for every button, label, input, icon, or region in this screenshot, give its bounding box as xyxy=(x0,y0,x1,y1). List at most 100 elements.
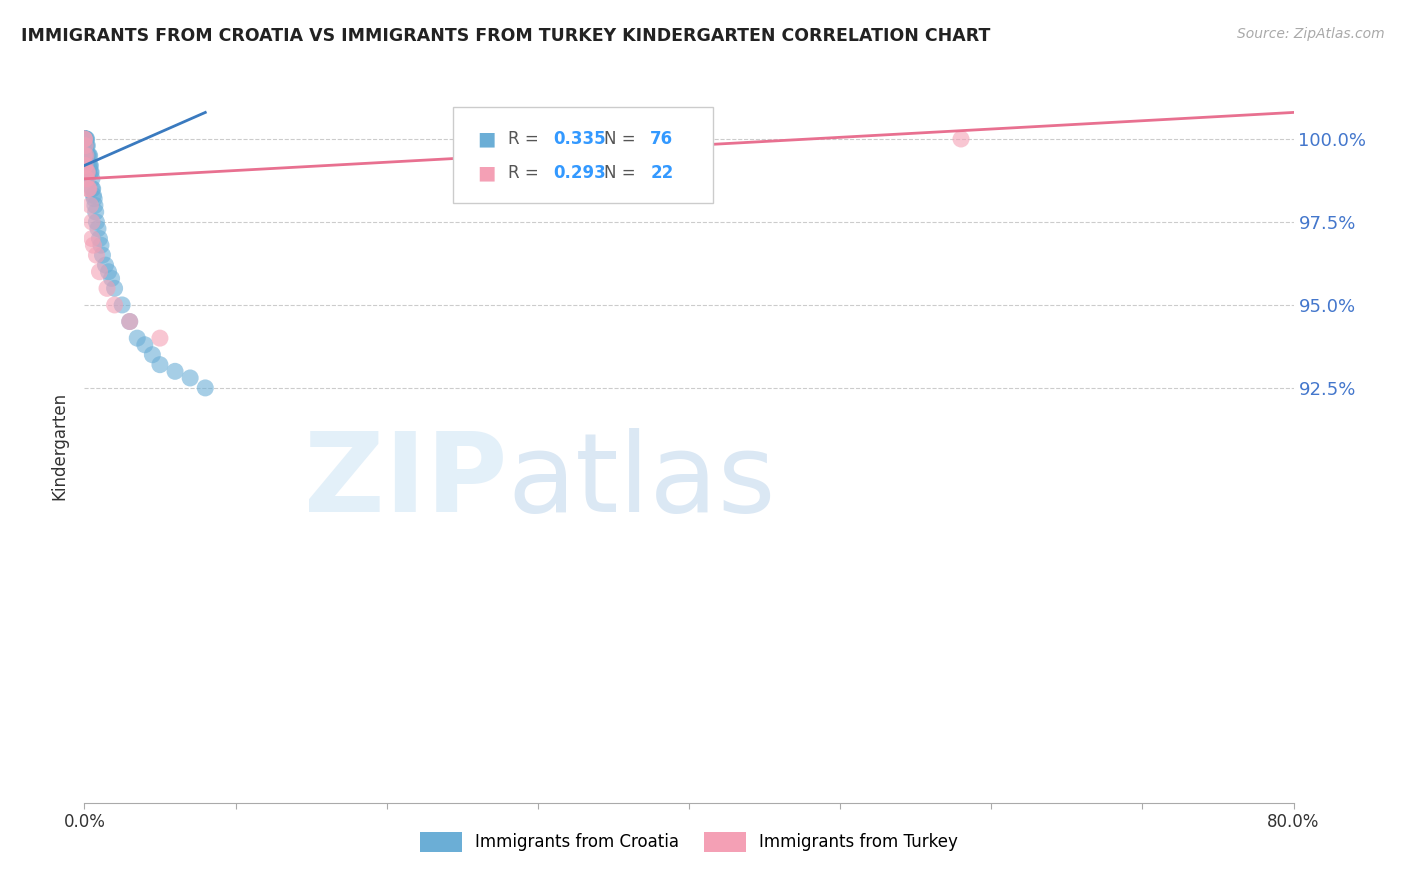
Point xyxy=(77,148,100,162)
Text: N =: N = xyxy=(605,130,641,148)
Point xyxy=(79,165,101,179)
Point xyxy=(127,331,149,345)
Point xyxy=(89,265,111,279)
Point xyxy=(96,281,118,295)
Point xyxy=(86,248,108,262)
Point xyxy=(76,165,98,179)
Point xyxy=(79,198,101,212)
Point xyxy=(75,138,97,153)
Point xyxy=(76,148,98,162)
Point xyxy=(134,338,156,352)
Text: 0.293: 0.293 xyxy=(554,164,606,182)
Point xyxy=(89,231,111,245)
Point xyxy=(84,205,107,219)
Point xyxy=(80,215,103,229)
Point xyxy=(76,159,98,173)
Point xyxy=(84,198,107,212)
Point xyxy=(73,132,96,146)
Point xyxy=(76,138,98,153)
Point xyxy=(76,132,98,146)
Point xyxy=(77,165,100,179)
Point xyxy=(73,132,96,146)
Point xyxy=(87,221,110,235)
Point xyxy=(80,231,103,245)
Point xyxy=(194,381,217,395)
Point xyxy=(149,331,172,345)
Point xyxy=(75,165,97,179)
Point xyxy=(73,132,96,146)
Point xyxy=(73,148,96,162)
Point xyxy=(75,148,97,162)
Point xyxy=(75,171,97,186)
Text: atlas: atlas xyxy=(508,428,776,535)
Point xyxy=(149,358,172,372)
Text: ■: ■ xyxy=(478,129,496,149)
Point xyxy=(73,132,96,146)
FancyBboxPatch shape xyxy=(453,107,713,203)
Point xyxy=(75,132,97,146)
Point xyxy=(73,132,96,146)
Point xyxy=(75,155,97,169)
Point xyxy=(79,159,101,173)
Point xyxy=(80,165,103,179)
Point xyxy=(118,314,141,328)
Point xyxy=(73,132,96,146)
Point xyxy=(73,132,96,146)
Point xyxy=(75,165,97,179)
Point xyxy=(77,165,100,179)
Point xyxy=(94,258,117,272)
Point xyxy=(76,148,98,162)
Point xyxy=(179,371,201,385)
Point xyxy=(75,132,97,146)
Point xyxy=(79,159,101,173)
Point xyxy=(75,148,97,162)
Point xyxy=(104,281,127,295)
Point xyxy=(75,159,97,173)
Point xyxy=(141,348,163,362)
Point xyxy=(165,364,187,378)
Point xyxy=(77,148,100,162)
Text: ZIP: ZIP xyxy=(304,428,508,535)
Point xyxy=(82,182,104,196)
Point xyxy=(118,314,141,328)
Point xyxy=(82,238,104,252)
Point xyxy=(100,271,122,285)
Point xyxy=(73,132,96,146)
Point xyxy=(75,165,97,179)
Point xyxy=(73,132,96,146)
Point xyxy=(77,159,100,173)
Text: Source: ZipAtlas.com: Source: ZipAtlas.com xyxy=(1237,27,1385,41)
Point xyxy=(91,248,114,262)
Legend: Immigrants from Croatia, Immigrants from Turkey: Immigrants from Croatia, Immigrants from… xyxy=(413,825,965,859)
Point xyxy=(75,159,97,173)
Point xyxy=(77,182,100,196)
Point xyxy=(76,171,98,186)
Point xyxy=(76,165,98,179)
Point xyxy=(97,265,120,279)
Point xyxy=(950,132,973,146)
Point xyxy=(76,138,98,153)
Point xyxy=(75,148,97,162)
Point xyxy=(79,148,101,162)
Point xyxy=(90,238,112,252)
Point xyxy=(104,298,127,312)
Point xyxy=(73,132,96,146)
Point xyxy=(75,148,97,162)
Point xyxy=(80,182,103,196)
Point xyxy=(73,132,96,146)
Text: ■: ■ xyxy=(478,163,496,182)
Text: R =: R = xyxy=(508,164,544,182)
Point xyxy=(75,132,97,146)
Text: 76: 76 xyxy=(650,130,673,148)
Y-axis label: Kindergarten: Kindergarten xyxy=(51,392,69,500)
Point xyxy=(111,298,134,312)
Point xyxy=(76,165,98,179)
Point xyxy=(73,132,96,146)
Point xyxy=(73,132,96,146)
Point xyxy=(82,188,104,202)
Point xyxy=(75,159,97,173)
Point xyxy=(73,132,96,146)
Text: 0.335: 0.335 xyxy=(554,130,606,148)
Text: 22: 22 xyxy=(650,164,673,182)
Point xyxy=(76,159,98,173)
